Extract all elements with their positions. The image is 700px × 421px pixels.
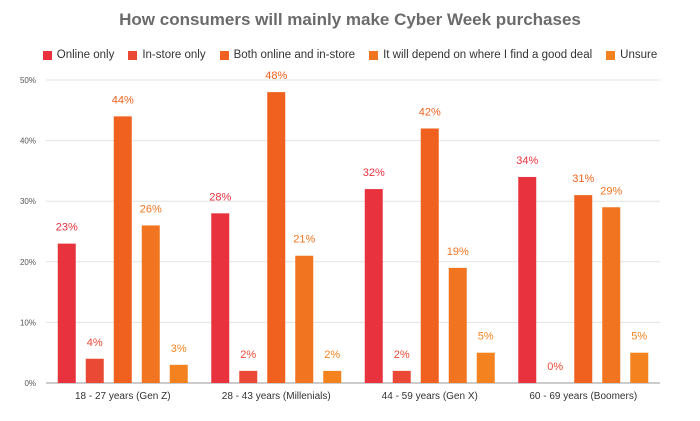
y-tick-label: 40%: [20, 137, 36, 146]
data-label: 48%: [265, 70, 287, 82]
bar: [85, 358, 104, 383]
y-tick-label: 30%: [20, 197, 36, 206]
data-label: 32%: [363, 167, 385, 179]
x-tick-label: 44 - 59 years (Gen X): [382, 391, 478, 402]
data-label: 21%: [293, 234, 315, 246]
bar: [239, 370, 258, 383]
legend-item: Unsure: [606, 49, 657, 61]
legend: Online only In-store only Both online and …: [0, 49, 700, 61]
x-tick-label: 28 - 43 years (Millenials): [222, 391, 331, 402]
bar: [420, 128, 439, 383]
bar: [267, 92, 286, 384]
data-label: 42%: [419, 106, 441, 118]
data-label: 2%: [240, 349, 256, 361]
bar: [448, 267, 467, 383]
bar: [323, 370, 342, 383]
legend-swatch: [219, 50, 229, 60]
data-label: 2%: [324, 349, 340, 361]
data-label: 5%: [478, 331, 494, 343]
legend-swatch: [369, 50, 379, 60]
bar: [602, 207, 621, 383]
y-tick-label: 20%: [20, 258, 36, 267]
bar: [169, 364, 188, 383]
legend-swatch: [42, 50, 52, 60]
bar: [295, 255, 314, 383]
data-label: 23%: [56, 222, 78, 234]
legend-swatch: [128, 50, 138, 60]
y-tick-label: 0%: [24, 379, 36, 388]
bar: [630, 352, 649, 383]
bar: [141, 225, 160, 383]
data-label: 28%: [209, 191, 231, 203]
legend-label: Unsure: [620, 49, 658, 61]
bar: [392, 370, 411, 383]
data-label: 5%: [631, 331, 647, 343]
data-label: 3%: [171, 343, 187, 355]
legend-item: Both online and in-store: [219, 49, 356, 61]
bar: [518, 176, 537, 383]
legend-item: Online only: [42, 49, 115, 61]
legend-item: It will depend on where I find a good de…: [369, 49, 592, 61]
data-label: 2%: [394, 349, 410, 361]
data-label: 19%: [447, 246, 469, 258]
data-label: 29%: [600, 185, 622, 197]
bar: [113, 116, 132, 384]
legend-label: Both online and in-store: [233, 49, 356, 61]
legend-swatch: [606, 50, 616, 60]
x-tick-label: 18 - 27 years (Gen Z): [75, 391, 171, 402]
data-label: 31%: [572, 173, 594, 185]
legend-label: In-store only: [142, 49, 206, 61]
bar: [364, 189, 383, 383]
data-label: 4%: [87, 337, 103, 349]
y-tick-label: 50%: [20, 76, 36, 85]
bar: [476, 352, 495, 383]
y-tick-label: 10%: [20, 318, 36, 327]
legend-item: In-store only: [128, 49, 206, 61]
chart-title: How consumers will mainly make Cyber Wee…: [119, 10, 581, 29]
legend-label: Online only: [56, 49, 115, 61]
data-label: 0%: [547, 361, 563, 373]
bar: [57, 243, 76, 383]
bar: [574, 195, 593, 383]
data-label: 34%: [516, 155, 538, 167]
data-label: 44%: [112, 94, 134, 106]
x-tick-label: 60 - 69 years (Boomers): [529, 391, 637, 402]
data-label: 26%: [140, 203, 162, 215]
legend-label: It will depend on where I find a good de…: [383, 49, 593, 61]
bar: [211, 213, 230, 383]
